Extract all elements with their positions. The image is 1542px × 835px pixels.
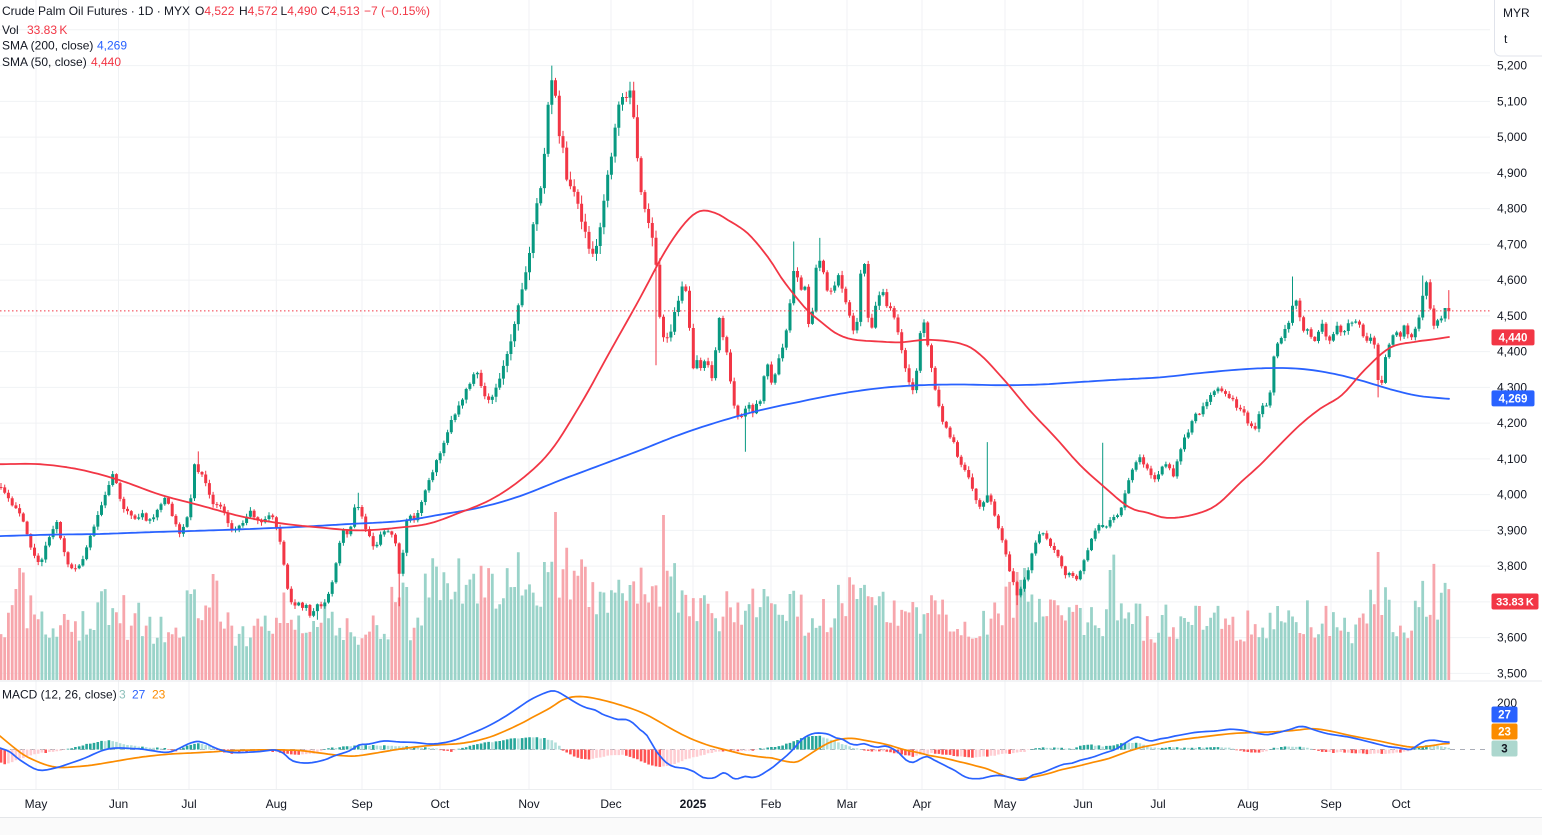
svg-text:Mar: Mar [837,797,858,811]
svg-text:4,440: 4,440 [1499,332,1528,344]
svg-text:Jul: Jul [181,797,196,811]
svg-text:Oct: Oct [431,797,450,811]
svg-text:2025: 2025 [680,797,707,811]
svg-text:4,600: 4,600 [1497,273,1527,287]
svg-text:3,900: 3,900 [1497,523,1527,537]
svg-text:Sep: Sep [1320,797,1342,811]
svg-text:23: 23 [1498,727,1511,739]
svg-text:4,400: 4,400 [1497,345,1527,359]
svg-text:3: 3 [1501,744,1507,756]
svg-text:3: 3 [119,688,126,702]
svg-text:t: t [1504,32,1508,46]
svg-text:5,000: 5,000 [1497,130,1527,144]
svg-text:4,900: 4,900 [1497,166,1527,180]
svg-text:4,440: 4,440 [91,55,121,69]
svg-text:Nov: Nov [518,797,539,811]
svg-text:4,269: 4,269 [1499,393,1528,405]
svg-text:May: May [25,797,48,811]
svg-text:Feb: Feb [761,797,782,811]
svg-text:Apr: Apr [913,797,932,811]
svg-text:Aug: Aug [1237,797,1258,811]
svg-text:3,600: 3,600 [1497,631,1527,645]
svg-text:4,700: 4,700 [1497,237,1527,251]
svg-text:Jul: Jul [1150,797,1165,811]
svg-text:3,800: 3,800 [1497,559,1527,573]
svg-text:5,200: 5,200 [1497,59,1527,73]
svg-text:4,500: 4,500 [1497,309,1527,323]
svg-text:Sep: Sep [351,797,373,811]
svg-text:SMA (50, close): SMA (50, close) [2,55,87,69]
svg-text:SMA (200, close): SMA (200, close) [2,39,93,53]
svg-text:May: May [994,797,1017,811]
svg-text:4,269: 4,269 [97,39,127,53]
svg-text:4,000: 4,000 [1497,488,1527,502]
svg-text:5,100: 5,100 [1497,94,1527,108]
svg-text:33.83 K: 33.83 K [1496,597,1534,609]
svg-text:Crude Palm Oil Futures · 1D ·: Crude Palm Oil Futures · 1D · MYX [2,4,190,18]
svg-text:Oct: Oct [1392,797,1411,811]
svg-text:Aug: Aug [266,797,287,811]
svg-text:27: 27 [132,688,146,702]
svg-text:4,100: 4,100 [1497,452,1527,466]
svg-text:4,800: 4,800 [1497,202,1527,216]
svg-text:27: 27 [1498,710,1511,722]
svg-text:Dec: Dec [600,797,621,811]
svg-text:Jun: Jun [1073,797,1092,811]
svg-text:33.83 K: 33.83 K [27,23,67,37]
svg-text:3,500: 3,500 [1497,666,1527,680]
svg-text:Jun: Jun [109,797,128,811]
svg-text:MACD (12, 26, close): MACD (12, 26, close) [2,688,117,702]
svg-text:4,200: 4,200 [1497,416,1527,430]
svg-text:Vol: Vol [2,23,19,37]
svg-text:MYR: MYR [1503,6,1530,20]
svg-text:23: 23 [152,688,166,702]
